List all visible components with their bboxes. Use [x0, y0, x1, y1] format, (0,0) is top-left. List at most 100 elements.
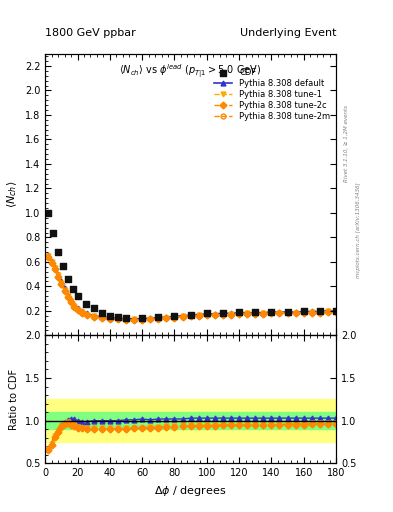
- Text: $\langle N_{ch}\rangle$ vs $\phi^{lead}$ ($p_{T|1} > 5.0$ GeV): $\langle N_{ch}\rangle$ vs $\phi^{lead}$…: [119, 62, 262, 80]
- Pythia 8.308 tune-1: [213, 311, 217, 317]
- CDF: [107, 312, 113, 320]
- Pythia 8.308 tune-1: [156, 315, 161, 322]
- Pythia 8.308 tune-2m: [229, 311, 233, 317]
- Pythia 8.308 tune-1: [148, 316, 152, 322]
- Pythia 8.308 default: [285, 309, 290, 315]
- Pythia 8.308 default: [245, 310, 250, 316]
- Pythia 8.308 tune-2m: [204, 312, 209, 318]
- Pythia 8.308 tune-2c: [213, 312, 217, 318]
- Pythia 8.308 tune-1: [99, 314, 104, 321]
- Pythia 8.308 default: [325, 308, 330, 314]
- Pythia 8.308 tune-1: [59, 280, 64, 286]
- Pythia 8.308 tune-2c: [309, 310, 314, 316]
- Pythia 8.308 tune-1: [188, 313, 193, 319]
- Pythia 8.308 tune-2m: [75, 307, 80, 313]
- Pythia 8.308 tune-2m: [213, 312, 217, 318]
- Pythia 8.308 tune-2c: [229, 311, 233, 317]
- Pythia 8.308 tune-2c: [277, 310, 282, 316]
- Pythia 8.308 default: [107, 314, 112, 321]
- Pythia 8.308 tune-1: [116, 316, 120, 322]
- Pythia 8.308 tune-1: [196, 312, 201, 318]
- Pythia 8.308 tune-2m: [69, 299, 73, 305]
- Pythia 8.308 tune-1: [124, 316, 129, 323]
- Pythia 8.308 default: [148, 315, 152, 322]
- CDF: [220, 309, 226, 317]
- Pythia 8.308 tune-1: [91, 313, 96, 319]
- Text: mcplots.cern.ch [arXiv:1306.3436]: mcplots.cern.ch [arXiv:1306.3436]: [356, 183, 361, 278]
- Legend: CDF, Pythia 8.308 default, Pythia 8.308 tune-1, Pythia 8.308 tune-2c, Pythia 8.3: CDF, Pythia 8.308 default, Pythia 8.308 …: [212, 67, 332, 123]
- Pythia 8.308 tune-2c: [164, 315, 169, 322]
- Pythia 8.308 default: [293, 309, 298, 315]
- Pythia 8.308 tune-2c: [245, 311, 250, 317]
- Pythia 8.308 tune-2m: [107, 316, 112, 322]
- Pythia 8.308 tune-2c: [301, 310, 306, 316]
- Pythia 8.308 tune-2c: [269, 310, 274, 316]
- Pythia 8.308 tune-2m: [72, 304, 77, 310]
- Pythia 8.308 tune-2c: [318, 310, 322, 316]
- Pythia 8.308 tune-2m: [325, 309, 330, 315]
- Pythia 8.308 tune-1: [75, 307, 80, 313]
- Pythia 8.308 tune-2c: [204, 312, 209, 318]
- Text: Rivet 3.1.10, ≥ 1.2M events: Rivet 3.1.10, ≥ 1.2M events: [344, 105, 349, 182]
- Pythia 8.308 tune-2c: [116, 316, 120, 323]
- Pythia 8.308 tune-2c: [75, 307, 80, 313]
- CDF: [50, 228, 57, 237]
- Pythia 8.308 default: [261, 310, 266, 316]
- Bar: [45, 399, 336, 442]
- Pythia 8.308 tune-2m: [156, 316, 161, 322]
- Pythia 8.308 tune-1: [85, 311, 90, 317]
- Pythia 8.308 tune-1: [309, 309, 314, 315]
- Pythia 8.308 default: [180, 313, 185, 319]
- Pythia 8.308 tune-2m: [66, 294, 70, 301]
- Pythia 8.308 default: [124, 316, 129, 322]
- CDF: [268, 308, 275, 316]
- Pythia 8.308 tune-2c: [325, 309, 330, 315]
- CDF: [285, 308, 291, 316]
- Pythia 8.308 tune-1: [237, 310, 241, 316]
- Pythia 8.308 default: [164, 314, 169, 320]
- CDF: [236, 308, 242, 316]
- Pythia 8.308 default: [196, 311, 201, 317]
- CDF: [60, 262, 66, 270]
- CDF: [333, 307, 339, 315]
- Pythia 8.308 default: [80, 308, 85, 314]
- Pythia 8.308 tune-2c: [237, 311, 241, 317]
- CDF: [65, 275, 71, 283]
- Pythia 8.308 tune-2c: [180, 314, 185, 320]
- Pythia 8.308 default: [269, 309, 274, 315]
- Pythia 8.308 tune-2m: [53, 266, 57, 272]
- Pythia 8.308 tune-2c: [62, 288, 67, 294]
- CDF: [155, 313, 162, 321]
- Pythia 8.308 tune-2m: [59, 281, 64, 287]
- Line: Pythia 8.308 tune-2m: Pythia 8.308 tune-2m: [46, 254, 338, 323]
- Pythia 8.308 tune-2c: [91, 314, 96, 320]
- Pythia 8.308 tune-2m: [309, 310, 314, 316]
- Pythia 8.308 tune-2m: [132, 317, 136, 323]
- Pythia 8.308 tune-2m: [277, 310, 282, 316]
- Pythia 8.308 default: [99, 314, 104, 320]
- Pythia 8.308 tune-1: [66, 293, 70, 299]
- Pythia 8.308 tune-2m: [56, 273, 61, 280]
- Text: 1800 GeV ppbar: 1800 GeV ppbar: [45, 28, 136, 38]
- Pythia 8.308 tune-2c: [53, 266, 57, 272]
- Pythia 8.308 tune-2c: [124, 317, 129, 323]
- CDF: [83, 300, 89, 308]
- Y-axis label: Ratio to CDF: Ratio to CDF: [9, 369, 19, 430]
- Pythia 8.308 tune-2m: [196, 313, 201, 319]
- Pythia 8.308 tune-2c: [148, 316, 152, 323]
- Pythia 8.308 tune-2c: [253, 311, 257, 317]
- Pythia 8.308 tune-2m: [85, 312, 90, 318]
- Pythia 8.308 tune-2m: [188, 313, 193, 319]
- Pythia 8.308 tune-2c: [107, 316, 112, 322]
- CDF: [55, 248, 61, 256]
- Pythia 8.308 tune-2c: [59, 281, 64, 287]
- Pythia 8.308 tune-2m: [220, 311, 225, 317]
- Pythia 8.308 tune-1: [229, 311, 233, 317]
- Pythia 8.308 tune-1: [285, 310, 290, 316]
- Pythia 8.308 default: [253, 310, 257, 316]
- Pythia 8.308 default: [237, 310, 241, 316]
- Pythia 8.308 default: [229, 310, 233, 316]
- Pythia 8.308 tune-2m: [99, 315, 104, 322]
- Pythia 8.308 tune-1: [80, 309, 85, 315]
- Pythia 8.308 tune-1: [172, 314, 177, 320]
